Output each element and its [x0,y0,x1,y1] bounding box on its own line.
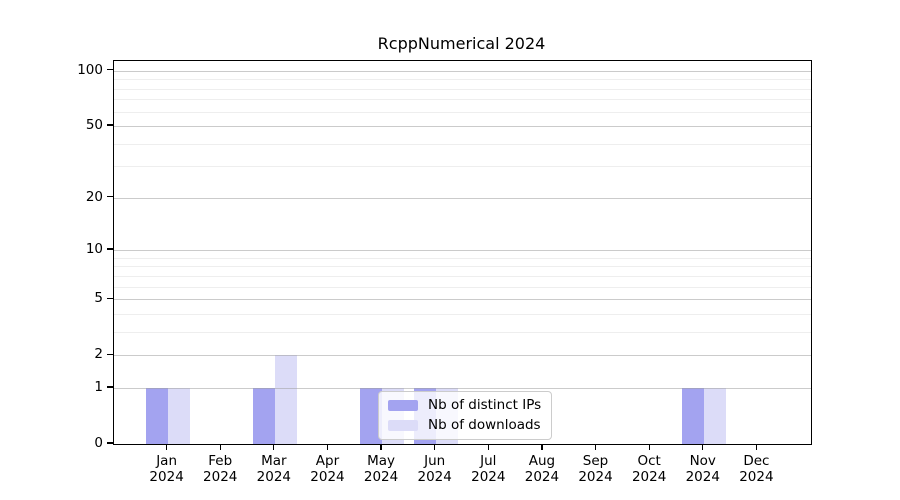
x-tick-label: Feb 2024 [203,453,238,485]
x-tick-mark [487,444,489,450]
minor-gridline [114,313,811,315]
x-tick-mark [755,444,757,450]
major-gridline [114,355,811,357]
legend-label-downloads: Nb of downloads [428,417,541,433]
y-tick-label: 20 [85,188,103,205]
x-tick-label: Apr 2024 [310,453,345,485]
y-tick-label: 100 [77,61,103,78]
bar-nov-downloads [703,387,726,444]
x-tick-label: Sep 2024 [578,453,613,485]
y-tick-mark [107,69,113,71]
y-tick-mark [107,248,113,250]
minor-gridline [114,266,811,268]
y-tick-mark [107,196,113,198]
x-tick-label: Jul 2024 [471,453,506,485]
y-tick-label: 50 [85,117,103,134]
x-tick-mark [326,444,329,450]
minor-gridline [114,99,811,101]
y-tick-label: 5 [94,290,103,307]
minor-gridline [114,275,811,277]
minor-gridline [114,166,811,168]
bar-mar-downloads [274,355,297,444]
legend-swatch-distinct-ips [388,400,418,411]
y-tick-mark [107,386,113,388]
x-tick-mark [648,444,650,450]
x-tick-mark [434,444,436,450]
x-tick-mark [702,444,704,450]
x-tick-label: May 2024 [363,453,399,485]
y-tick-label: 1 [94,378,103,395]
bar-nov-distinct-ips [681,387,704,444]
major-gridline [114,299,811,301]
y-tick-mark [107,353,113,355]
x-tick-label: Nov 2024 [685,453,720,485]
plot-area [113,60,812,445]
minor-gridline [114,79,811,81]
bar-jan-downloads [167,387,190,444]
major-gridline [114,126,811,128]
y-tick-mark [107,124,113,126]
bar-jan-distinct-ips [145,387,168,444]
y-tick-mark [107,442,113,444]
chart-title: RcppNumerical 2024 [377,34,546,53]
major-gridline [114,70,811,72]
minor-gridline [114,111,811,113]
y-tick-label: 0 [94,435,103,451]
x-tick-mark [166,444,168,450]
x-tick-mark [541,444,543,450]
major-gridline [114,387,811,389]
legend-item-downloads: Nb of downloads [388,418,541,433]
x-tick-mark [219,444,221,450]
minor-gridline [114,143,811,145]
x-tick-label: Mar 2024 [256,453,292,485]
minor-gridline [114,88,811,90]
x-tick-mark [594,444,597,450]
legend: Nb of distinct IPs Nb of downloads [378,391,553,440]
x-tick-mark [273,444,275,450]
bar-may-distinct-ips [360,387,383,444]
x-tick-label: Jun 2024 [417,453,452,485]
legend-item-distinct-ips: Nb of distinct IPs [388,398,541,413]
major-gridline [114,197,811,199]
legend-swatch-downloads [388,420,418,431]
x-tick-label: Dec 2024 [739,453,774,485]
major-gridline [114,250,811,252]
bar-mar-distinct-ips [252,387,275,444]
x-tick-mark [380,444,382,450]
minor-gridline [114,286,811,288]
x-tick-label: Oct 2024 [631,453,667,485]
minor-gridline [114,331,811,333]
y-tick-mark [107,297,113,299]
x-tick-label: Aug 2024 [524,453,560,485]
x-tick-label: Jan 2024 [149,453,184,485]
minor-gridline [114,257,811,259]
y-tick-label: 10 [85,241,103,258]
y-tick-label: 2 [94,346,103,363]
legend-label-distinct-ips: Nb of distinct IPs [428,397,542,413]
